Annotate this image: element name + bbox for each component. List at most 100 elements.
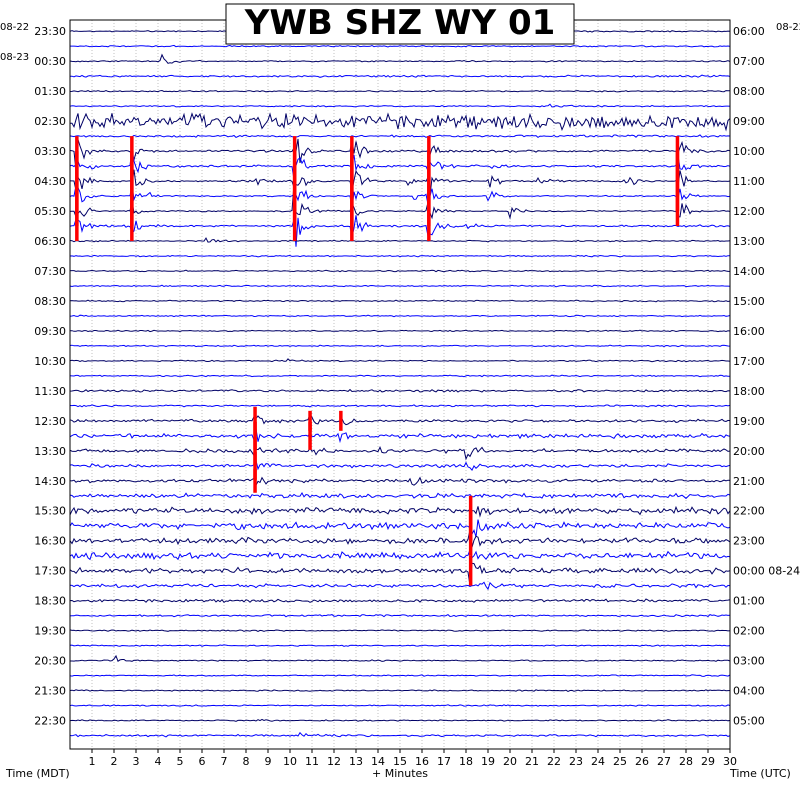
clipped-signal-mark <box>292 166 297 197</box>
right-time-label: 20:00 <box>733 445 765 458</box>
seismic-trace <box>69 731 731 738</box>
right-time-label: 23:00 <box>733 535 765 548</box>
seismic-trace <box>69 89 730 93</box>
seismic-trace <box>69 74 731 78</box>
x-tick-label: 9 <box>265 755 272 768</box>
seismic-trace <box>70 654 731 662</box>
clipped-signal-mark <box>253 406 257 435</box>
seismic-trace <box>69 388 731 393</box>
right-time-label: 09:00 <box>733 115 765 128</box>
seismic-trace <box>70 169 731 196</box>
x-tick-label: 24 <box>591 755 605 768</box>
clipped-signal-mark <box>130 211 134 242</box>
right-time-label: 01:00 <box>733 595 765 608</box>
seismic-trace <box>69 53 731 64</box>
seismic-trace <box>70 112 731 132</box>
clipped-signal-mark <box>292 211 297 242</box>
right-time-label: 13:00 <box>733 235 765 248</box>
left-time-label: 13:30 <box>34 445 66 458</box>
left-time-label: 20:30 <box>34 655 66 668</box>
seismic-trace <box>69 404 731 408</box>
right-time-label: 02:00 <box>733 625 765 638</box>
seismic-trace <box>69 529 731 548</box>
left-time-label: 05:30 <box>34 205 66 218</box>
x-tick-label: 17 <box>437 755 451 768</box>
seismic-trace <box>69 446 731 461</box>
right-time-label: 12:00 <box>733 205 765 218</box>
seismic-trace <box>69 374 731 378</box>
x-tick-label: 29 <box>701 755 715 768</box>
left-time-label: 12:30 <box>34 415 66 428</box>
clipped-signal-mark <box>253 451 257 480</box>
x-tick-label: 1 <box>89 755 96 768</box>
left-time-label: 23:30 <box>34 25 66 38</box>
left-time-label: 00:30 <box>34 55 66 68</box>
seismic-trace <box>69 428 731 444</box>
left-time-label: 15:30 <box>34 505 66 518</box>
seismic-trace <box>69 215 731 247</box>
left-time-label: 03:30 <box>34 145 66 158</box>
left-time-label: 19:30 <box>34 625 66 638</box>
x-tick-label: 4 <box>155 755 162 768</box>
x-tick-label: 30 <box>723 755 737 768</box>
title-box <box>225 3 575 45</box>
left-time-label: 21:30 <box>34 685 66 698</box>
left-time-label: 22:30 <box>34 715 66 728</box>
clipped-signal-mark <box>253 436 257 465</box>
x-tick-label: 2 <box>111 755 118 768</box>
x-tick-label: 27 <box>657 755 671 768</box>
right-axis-title: Time (UTC) <box>729 767 791 780</box>
x-tick-label: 23 <box>569 755 583 768</box>
right-time-label: 10:00 <box>733 145 765 158</box>
trace-layer <box>69 29 731 738</box>
seismic-trace <box>69 704 731 707</box>
x-tick-label: 6 <box>199 755 206 768</box>
right-time-label: 11:00 <box>733 175 765 188</box>
seismic-trace <box>69 329 731 333</box>
clipped-signal-mark <box>339 410 343 431</box>
left-time-label: 06:30 <box>34 235 66 248</box>
seismic-trace <box>69 412 731 426</box>
seismic-trace <box>69 138 731 171</box>
left-time-label: 09:30 <box>34 325 66 338</box>
right-time-label: 07:00 <box>733 55 765 68</box>
seismic-trace <box>69 644 731 647</box>
x-tick-label: 5 <box>177 755 184 768</box>
x-axis-title: + Minutes <box>372 767 428 780</box>
clipped-signal-mark <box>253 421 257 450</box>
left-time-label: 04:30 <box>34 175 66 188</box>
x-tick-label: 13 <box>349 755 363 768</box>
seismic-trace <box>69 581 731 591</box>
left-date-label-next: 08-23 <box>0 52 29 63</box>
seismic-trace <box>69 562 731 586</box>
seismic-trace <box>69 254 730 258</box>
seismic-trace <box>69 184 731 209</box>
seismic-trace <box>69 598 731 603</box>
clip-layer <box>75 136 680 586</box>
clipped-signal-mark <box>308 410 312 431</box>
right-time-label: 06:00 <box>733 25 765 38</box>
left-time-label: 17:30 <box>34 565 66 578</box>
seismic-trace <box>69 548 731 561</box>
right-date-label-start: 08-22 <box>776 22 800 33</box>
clipped-signal-mark <box>675 196 680 227</box>
seismic-trace <box>69 237 731 243</box>
seismic-trace <box>69 103 731 108</box>
left-time-label: 11:30 <box>34 385 66 398</box>
clipped-signal-mark <box>427 181 431 212</box>
left-axis-title: Time (MDT) <box>5 767 70 780</box>
chart-title: YWB SHZ WY 01 <box>244 3 556 43</box>
seismic-trace <box>69 629 731 632</box>
seismic-trace <box>69 344 731 348</box>
right-time-label: 08:00 <box>733 85 765 98</box>
clipped-signal-mark <box>253 468 257 493</box>
left-time-label: 07:30 <box>34 265 66 278</box>
x-tick-label: 7 <box>221 755 228 768</box>
clipped-signal-mark <box>75 211 79 242</box>
right-time-label: 21:00 <box>733 475 765 488</box>
x-tick-label: 21 <box>525 755 539 768</box>
seismic-trace <box>69 269 730 273</box>
seismic-trace <box>69 476 731 487</box>
